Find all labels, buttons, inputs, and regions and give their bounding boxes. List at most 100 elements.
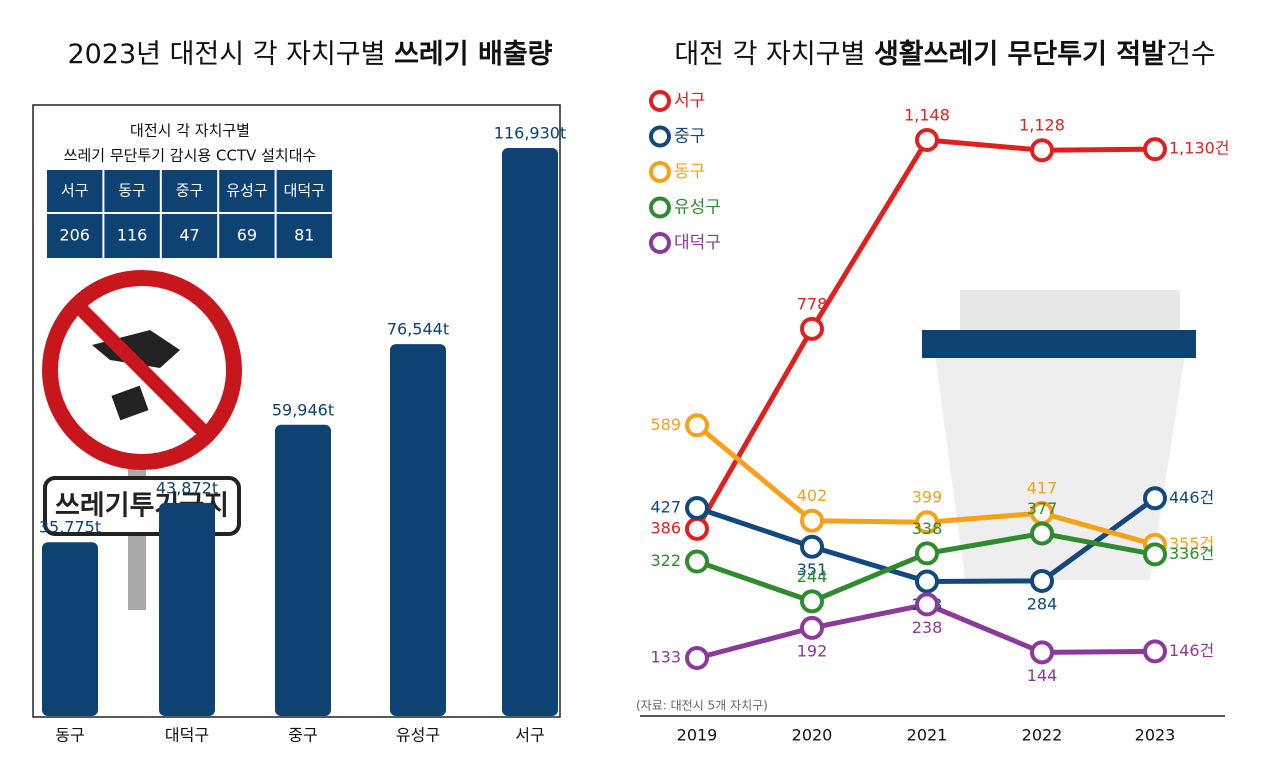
value-label: 146건 bbox=[1169, 641, 1214, 660]
table-value: 81 bbox=[294, 226, 314, 245]
legend-label: 대덕구 bbox=[674, 233, 721, 253]
value-label: 144 bbox=[1027, 666, 1058, 685]
table-cell bbox=[104, 214, 160, 258]
legend-marker bbox=[649, 125, 671, 148]
table-cell bbox=[219, 214, 275, 258]
point bbox=[685, 646, 709, 670]
value-label: 399 bbox=[912, 488, 943, 507]
value-label: 338 bbox=[912, 519, 943, 538]
table-cell bbox=[47, 214, 103, 258]
value-label: 427 bbox=[650, 497, 681, 516]
point bbox=[800, 316, 824, 341]
table-cell bbox=[276, 170, 332, 212]
value-label: 322 bbox=[650, 551, 681, 570]
table-caption: 대전시 각 자치구별 bbox=[130, 122, 250, 140]
bar bbox=[275, 424, 331, 716]
table-value: 206 bbox=[59, 226, 90, 245]
value-label: 192 bbox=[797, 641, 828, 660]
value-label: 116,930t bbox=[494, 124, 566, 143]
sign-trash bbox=[111, 385, 149, 421]
value-label: 1,130건 bbox=[1169, 139, 1230, 158]
chart-title: 대전 각 자치구별 생활쓰레기 무단투기 적발건수 bbox=[674, 39, 1215, 70]
point bbox=[800, 589, 824, 614]
table-cell bbox=[47, 170, 103, 212]
legend-marker bbox=[649, 196, 671, 219]
value-label: 377 bbox=[1027, 499, 1058, 518]
legend-marker bbox=[649, 161, 671, 183]
x-tick-label: 서구 bbox=[515, 726, 544, 745]
value-label: 446건 bbox=[1169, 488, 1214, 507]
value-label: 778 bbox=[797, 294, 828, 313]
bar bbox=[502, 148, 558, 716]
point bbox=[1030, 521, 1054, 546]
table-value: 116 bbox=[117, 226, 148, 245]
bin-lid bbox=[922, 330, 1196, 358]
table-caption: 쓰레기 무단투기 감시용 CCTV 설치대수 bbox=[64, 147, 317, 165]
point bbox=[1143, 486, 1167, 511]
x-tick-label: 2023 bbox=[1135, 726, 1176, 745]
sign-slash bbox=[73, 301, 211, 439]
point bbox=[1030, 568, 1054, 593]
value-label: 284 bbox=[1027, 594, 1058, 613]
panel-frame bbox=[32, 104, 561, 718]
table-header: 동구 bbox=[118, 182, 146, 200]
table-cell bbox=[104, 170, 160, 212]
bar bbox=[42, 542, 98, 716]
point bbox=[915, 541, 939, 566]
table-value: 69 bbox=[237, 226, 257, 245]
source: (자료: 대전시 5개 자치구) bbox=[636, 699, 768, 713]
point bbox=[1143, 137, 1167, 162]
table-value: 47 bbox=[179, 226, 199, 245]
x-tick-label: 중구 bbox=[288, 726, 317, 745]
legend-label: 동구 bbox=[674, 162, 705, 182]
legend-marker bbox=[649, 232, 671, 254]
x-tick-label: 대덕구 bbox=[165, 726, 209, 745]
value-label: 351 bbox=[797, 560, 828, 579]
point bbox=[685, 413, 709, 438]
x-tick-label: 동구 bbox=[55, 726, 84, 745]
title-part: 생활쓰레기 무단투기 적발 bbox=[874, 39, 1166, 70]
point bbox=[685, 495, 709, 520]
title-part: 쓰레기 배출량 bbox=[394, 39, 553, 70]
table-cell bbox=[276, 214, 332, 258]
table-header: 중구 bbox=[176, 182, 204, 200]
value-label: 386 bbox=[650, 518, 681, 537]
value-label: 244 bbox=[797, 567, 828, 586]
x-tick-label: 유성구 bbox=[396, 726, 440, 745]
legend-label: 서구 bbox=[674, 91, 705, 111]
table-header: 유성구 bbox=[226, 182, 267, 200]
x-tick-label: 2022 bbox=[1022, 726, 1063, 745]
point bbox=[685, 549, 709, 574]
value-label: 336건 bbox=[1169, 544, 1214, 563]
legend-marker bbox=[649, 90, 671, 112]
value-label: 1,148 bbox=[904, 106, 950, 125]
table-header: 서구 bbox=[61, 182, 89, 200]
x-tick-label: 2021 bbox=[907, 726, 948, 745]
table-cell bbox=[219, 170, 275, 212]
value-label: 589 bbox=[650, 415, 681, 434]
table-header: 대덕구 bbox=[284, 182, 325, 200]
point bbox=[1030, 138, 1054, 163]
point bbox=[800, 508, 824, 533]
point bbox=[1143, 542, 1167, 567]
point bbox=[915, 128, 939, 152]
legend-label: 유성구 bbox=[674, 198, 721, 218]
value-label: 1,128 bbox=[1019, 116, 1065, 135]
value-label: 59,946t bbox=[272, 400, 334, 419]
table-cell bbox=[161, 214, 218, 258]
title-part: 2023년 대전시 각 자치구별 bbox=[67, 39, 385, 70]
value-label: 133 bbox=[650, 648, 681, 667]
value-label: 355건 bbox=[1169, 534, 1214, 553]
point bbox=[800, 534, 824, 559]
table-cell bbox=[161, 170, 218, 212]
bar bbox=[159, 502, 215, 716]
title-part: 대전 각 자치구별 bbox=[674, 39, 865, 70]
bar bbox=[390, 344, 446, 716]
point bbox=[1030, 640, 1054, 665]
value-label: 402 bbox=[797, 486, 828, 505]
value-label: 35,775t bbox=[39, 518, 101, 537]
point bbox=[915, 592, 939, 617]
value-label: 417 bbox=[1027, 479, 1058, 498]
x-tick-label: 2019 bbox=[677, 726, 718, 745]
